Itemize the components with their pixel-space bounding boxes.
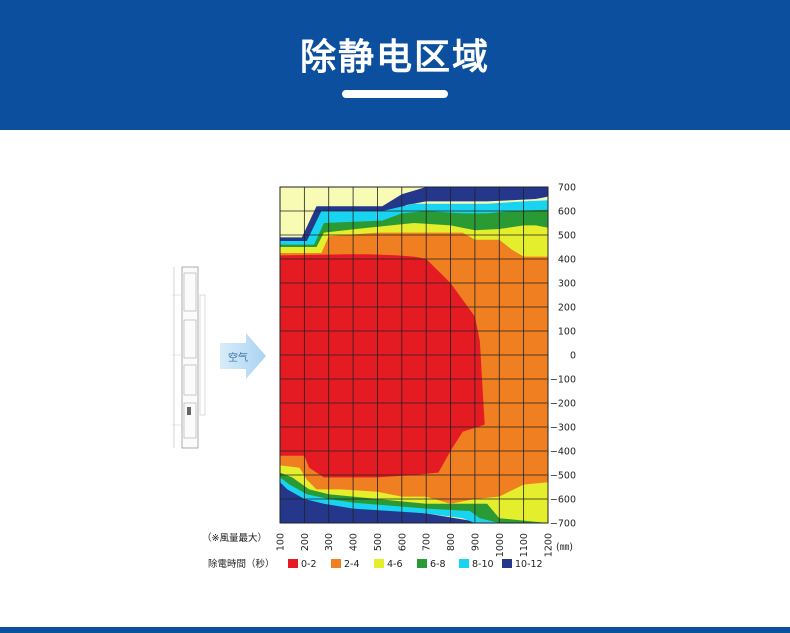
y-tick-label: −600 (550, 495, 576, 506)
x-tick-label: 800 (446, 533, 457, 551)
legend-label-6-8: 6-8 (430, 559, 446, 570)
y-tick-label: 200 (558, 303, 576, 314)
legend-swatch-2-4 (331, 559, 341, 568)
y-tick-label: −400 (550, 447, 576, 458)
x-tick-label: 500 (373, 533, 384, 551)
page-header: 除静电区域 (0, 0, 790, 130)
y-tick-label: −200 (550, 399, 576, 410)
x-tick-label: 300 (324, 533, 335, 551)
x-tick-label: 200 (300, 533, 311, 551)
x-tick-label: 700 (422, 533, 433, 551)
x-tick-label: 1000 (495, 533, 506, 557)
y-tick-label: −100 (550, 375, 576, 386)
x-tick-label: 1100 (519, 533, 530, 557)
air-label: 空气 (228, 353, 248, 364)
footer-bar (0, 627, 790, 633)
y-tick-label: 400 (558, 255, 576, 266)
y-tick-label: 700 (558, 183, 576, 194)
x-unit-label: (㎜) (556, 542, 573, 553)
y-tick-label: −500 (550, 471, 576, 482)
zone-0-2 (280, 254, 485, 478)
y-tick-label: 100 (558, 327, 576, 338)
legend-swatch-6-8 (417, 559, 427, 568)
airflow-note: （※風量最大） (202, 532, 267, 544)
air-flow-arrow-icon (220, 333, 266, 379)
legend-label-8-10: 8-10 (472, 559, 494, 570)
legend-label-10-12: 10-12 (515, 559, 543, 570)
x-tick-label: 900 (470, 533, 481, 551)
x-tick-label: 100 (276, 533, 287, 551)
ionizer-device-diagram (172, 266, 206, 449)
legend-label-4-6: 4-6 (387, 559, 403, 570)
discharge-area-chart: 7006005004003002001000−100−200−300−400−5… (202, 183, 576, 571)
legend-label-2-4: 2-4 (344, 559, 360, 570)
y-tick-label: 300 (558, 279, 576, 290)
x-tick-label: 400 (349, 533, 360, 551)
legend-title: 除電時間（秒） (208, 558, 275, 570)
y-tick-label: 0 (570, 351, 576, 362)
y-tick-label: −300 (550, 423, 576, 434)
legend-swatch-10-12 (502, 559, 512, 568)
x-tick-label: 600 (397, 533, 408, 551)
legend-swatch-4-6 (374, 559, 384, 568)
y-tick-label: 500 (558, 231, 576, 242)
plot-border (279, 186, 549, 524)
y-tick-label: 600 (558, 207, 576, 218)
legend-label-0-2: 0-2 (301, 559, 317, 570)
legend-swatch-0-2 (288, 559, 298, 568)
x-tick-label: 1200 (544, 533, 555, 557)
title-underline (342, 90, 448, 98)
y-tick-label: −700 (550, 519, 576, 530)
legend-swatch-8-10 (459, 559, 469, 568)
page-title: 除静电区域 (299, 37, 490, 78)
